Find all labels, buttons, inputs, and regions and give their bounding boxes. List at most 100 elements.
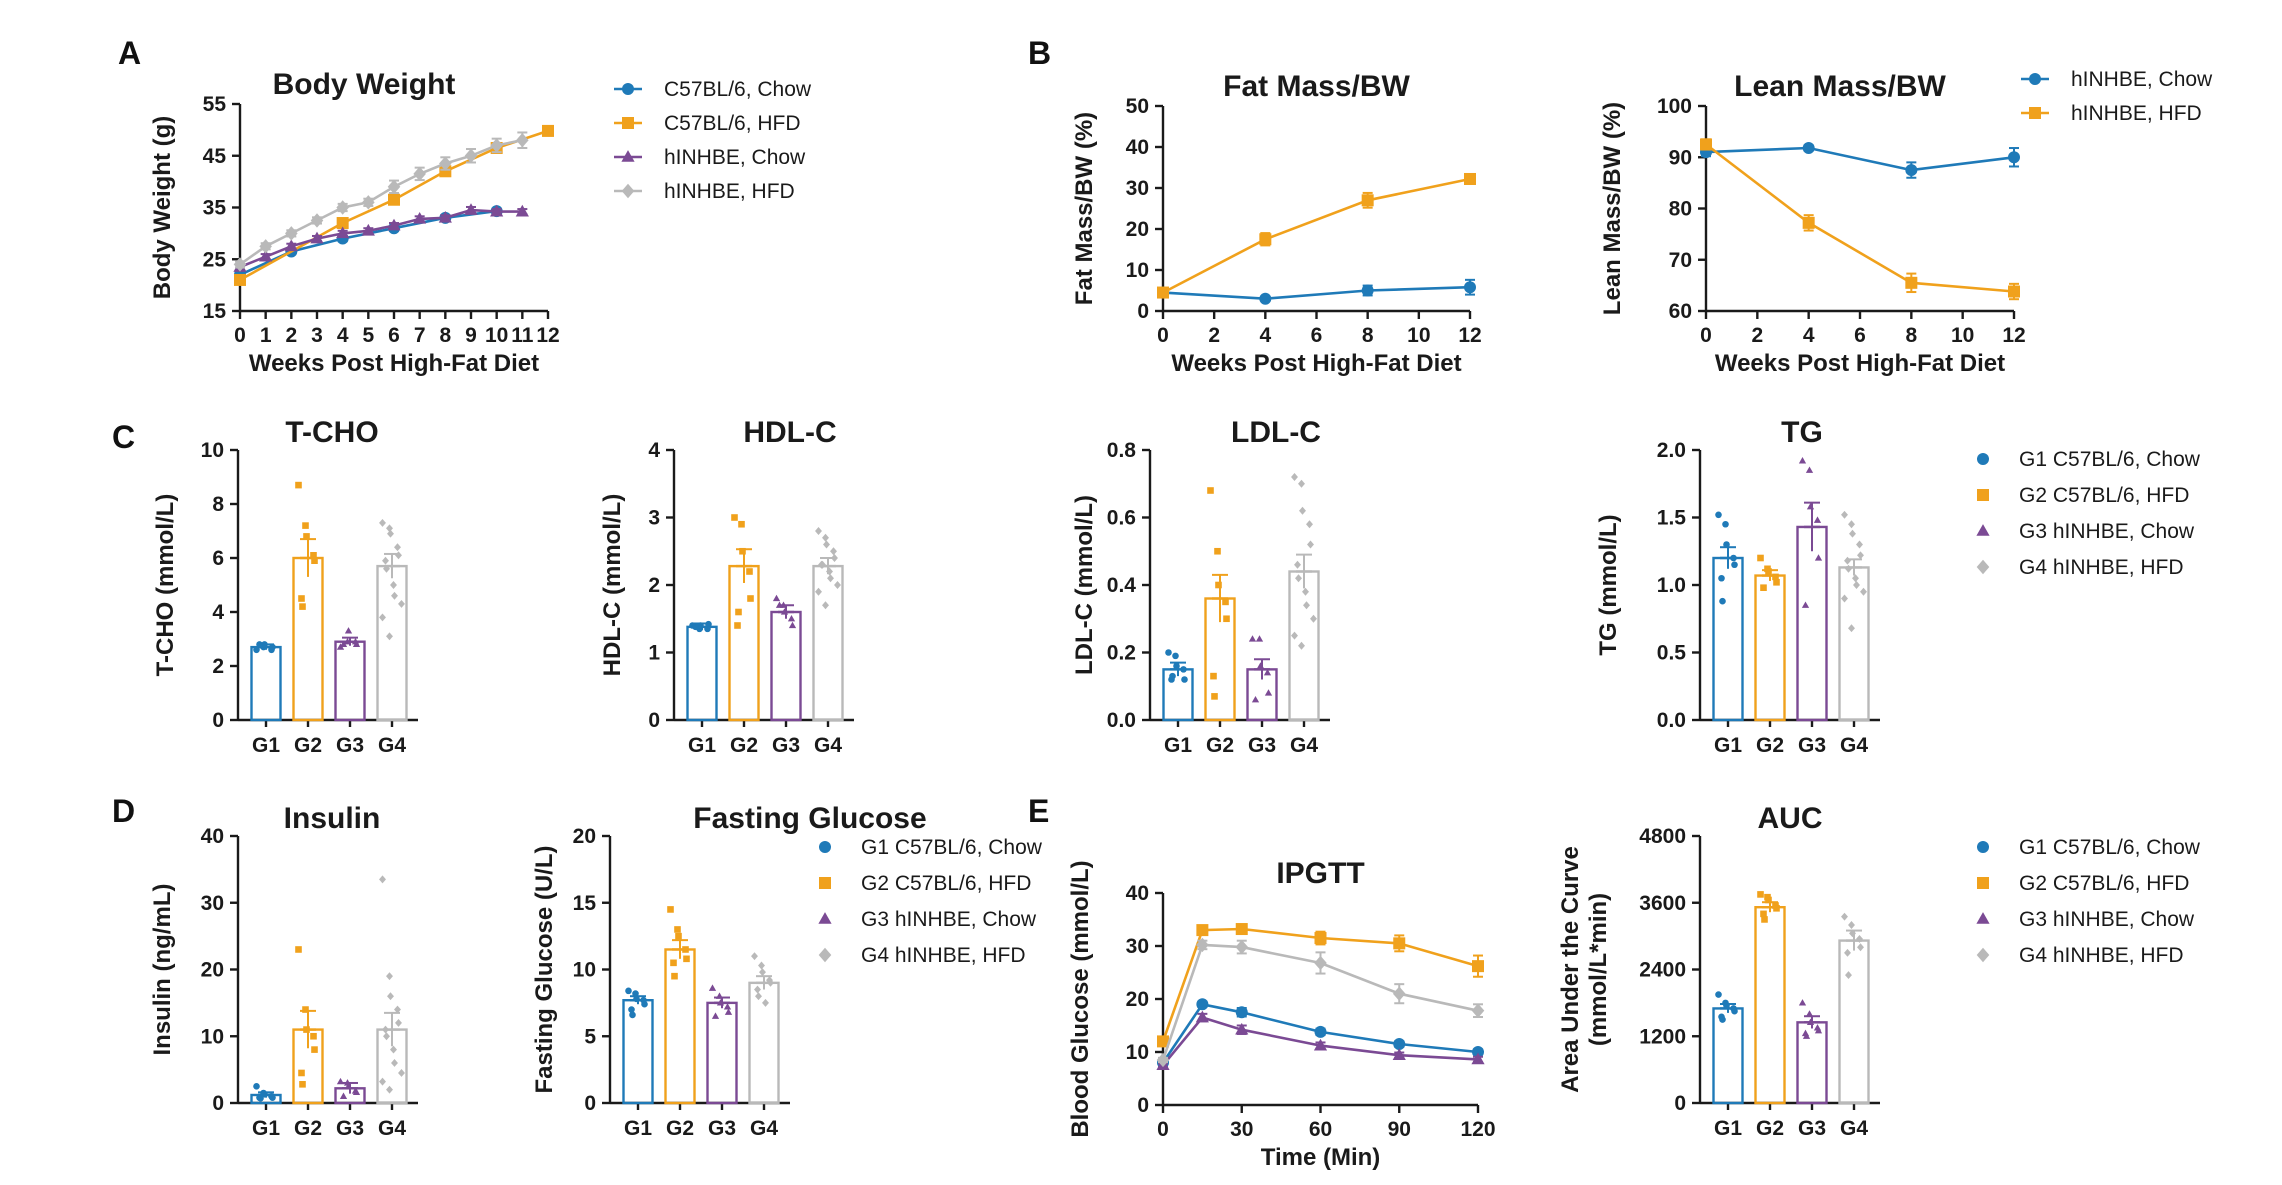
data-point [464, 148, 478, 163]
y-axis-label: T-CHO (mmol/L) [152, 494, 179, 677]
x-tick-label: G2 [294, 1117, 322, 1140]
x-tick-label: G2 [666, 1117, 694, 1140]
data-point [310, 1032, 317, 1040]
data-point [310, 213, 324, 228]
data-point [1848, 624, 1855, 633]
data-point [233, 257, 247, 272]
data-point [1298, 641, 1305, 650]
chart-title: TG [1781, 416, 1823, 449]
data-point [1715, 511, 1722, 519]
legend-marker [2029, 73, 2041, 85]
bar [334, 640, 366, 722]
series-line [1161, 1002, 1479, 1064]
legend-label: G4 hINHBE, HFD [2019, 556, 2184, 579]
x-tick-label: 11 [511, 324, 534, 347]
y-tick-label: 10 [201, 439, 224, 462]
data-point [705, 620, 712, 628]
data-point [382, 556, 389, 565]
data-point [310, 231, 324, 244]
data-point [361, 223, 375, 236]
x-tick-label: G4 [814, 734, 842, 757]
data-point [1801, 601, 1810, 608]
data-point [1730, 554, 1737, 562]
data-point [1255, 635, 1264, 642]
data-point [386, 632, 393, 641]
y-tick-label: 8 [212, 493, 224, 516]
data-point [1173, 662, 1180, 670]
data-point [1156, 1052, 1170, 1068]
data-point [827, 574, 834, 583]
y-tick-label: 40 [201, 825, 224, 848]
y-tick-label: 0 [584, 1092, 596, 1115]
legend-marker [819, 877, 831, 889]
data-point [1464, 281, 1476, 294]
data-point [383, 564, 390, 573]
series-line [1161, 943, 1479, 1061]
data-point [1723, 1002, 1730, 1009]
data-point [1848, 520, 1855, 529]
x-tick-label: G1 [1714, 1117, 1742, 1140]
chart-title: HDL-C [743, 416, 836, 449]
data-point [1857, 943, 1864, 952]
y-tick-label: 30 [201, 892, 224, 915]
data-point [1251, 695, 1260, 703]
legend-marker [1977, 489, 1989, 501]
x-tick-label: G1 [688, 734, 716, 757]
legend-b: hINHBE, Chow hINHBE, HFD [2021, 68, 2213, 125]
data-point [1761, 916, 1768, 923]
data-point [1291, 473, 1298, 481]
data-point [762, 998, 769, 1007]
bar [1754, 906, 1786, 1105]
data-point [1760, 910, 1767, 918]
data-point [670, 959, 677, 967]
y-tick-label: 3600 [1639, 892, 1686, 915]
data-point [759, 968, 766, 977]
y-tick-label: 1 [648, 642, 660, 665]
data-point [269, 1094, 276, 1101]
data-point [1392, 986, 1406, 1001]
x-tick-label: G3 [336, 734, 364, 757]
data-point [746, 568, 753, 575]
bar [1796, 1021, 1828, 1105]
x-tick-label: 9 [465, 324, 477, 347]
data-point [1841, 510, 1848, 519]
y-tick-label: 20 [573, 825, 596, 848]
data-point [734, 622, 741, 629]
legend-marker [818, 912, 832, 924]
data-point [1719, 1016, 1726, 1023]
data-point [398, 599, 405, 608]
data-point [1856, 540, 1863, 549]
panel-label-d: D [112, 793, 135, 829]
data-point [1849, 929, 1856, 938]
chart-title: Fasting Glucose [693, 802, 926, 835]
bar [770, 610, 802, 722]
chart-fat_mass: 0 10 20 30 40 50 0 2 4 6 8 10 12 Fat Mass/BW Weeks Pos… [1071, 70, 1482, 377]
y-axis-label: Fasting Glucose (U/L) [531, 845, 558, 1093]
data-point [815, 587, 822, 596]
data-point [739, 547, 746, 555]
x-tick-label: 6 [1854, 324, 1866, 347]
bar [292, 556, 324, 722]
data-point [1700, 138, 1712, 151]
y-tick-label: 2 [648, 574, 660, 597]
chart-title: T-CHO [285, 416, 378, 449]
data-point [1256, 662, 1265, 669]
data-point [1248, 635, 1257, 642]
y-tick-label: 10 [1126, 259, 1149, 282]
y-tick-label: 60 [1669, 300, 1692, 323]
data-point [1731, 561, 1738, 569]
x-tick-label: G2 [730, 734, 758, 757]
data-point [310, 552, 317, 559]
data-point [303, 1026, 310, 1033]
data-point [379, 1077, 386, 1086]
data-point [256, 641, 263, 648]
data-point [1303, 601, 1310, 610]
series-line [1161, 1016, 1479, 1067]
data-point [1223, 615, 1230, 623]
y-tick-label: 4800 [1639, 825, 1686, 848]
data-point [1172, 652, 1179, 660]
legend-d: G1 C57BL/6, Chow G2 C57BL/6, HFD G3 hINHBE… [818, 836, 1043, 967]
data-point [708, 984, 717, 991]
data-point [388, 193, 400, 206]
data-point [344, 627, 353, 634]
